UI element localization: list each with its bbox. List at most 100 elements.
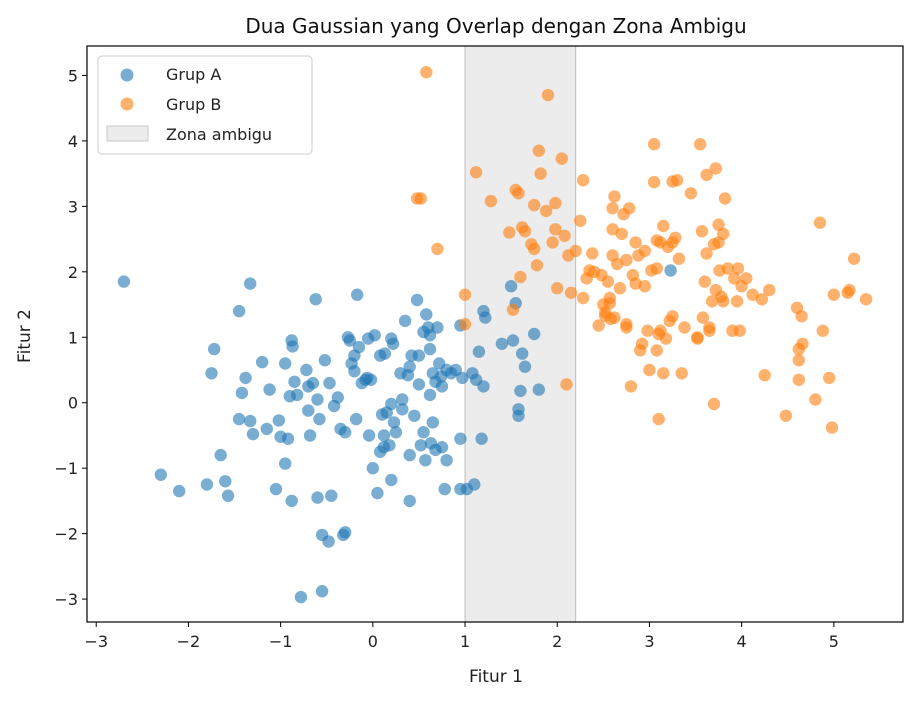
scatter-point-grup-b	[670, 174, 684, 187]
scatter-point-grup-a	[366, 462, 379, 475]
scatter-point-grup-b	[696, 311, 710, 324]
scatter-point-grup-a	[468, 478, 481, 491]
scatter-point-grup-a	[325, 489, 338, 502]
scatter-point-grup-a	[435, 380, 449, 393]
scatter-point-grup-b	[603, 297, 616, 310]
scatter-point-grup-b	[813, 216, 827, 229]
scatter-point-grup-a	[291, 388, 304, 402]
scatter-point-grup-b	[666, 310, 679, 323]
scatter-point-grup-a	[350, 412, 363, 426]
scatter-point-grup-b	[763, 283, 776, 297]
scatter-point-grup-b	[546, 236, 559, 249]
scatter-point-grup-a	[477, 380, 490, 393]
scatter-point-grup-b	[792, 354, 805, 367]
scatter-point-grup-a	[423, 388, 437, 402]
scatter-point-grup-a	[479, 311, 492, 324]
scatter-point-grup-a	[412, 378, 426, 391]
scatter-point-grup-b	[564, 286, 578, 299]
scatter-point-grup-b	[458, 288, 472, 301]
y-axis: −3 −2 −1 0 1 2 3 4 5	[54, 66, 87, 609]
scatter-point-grup-b	[809, 393, 822, 406]
scatter-point-grup-a	[294, 590, 308, 604]
scatter-point-grup-a	[419, 454, 432, 467]
scatter-point-grup-b	[620, 253, 633, 267]
scatter-point-grup-b	[613, 282, 627, 295]
legend-label-grup-a: Grup A	[166, 65, 221, 84]
x-tick-label: 3	[644, 632, 654, 651]
scatter-point-grup-a	[221, 489, 235, 502]
scatter-point-grup-a	[246, 427, 260, 441]
y-tick-label: 4	[68, 132, 78, 151]
scatter-point-grup-a	[371, 486, 384, 500]
scatter-point-grup-b	[707, 397, 721, 411]
scatter-point-grup-b	[755, 293, 769, 306]
legend-swatch-zona-ambigu	[106, 125, 149, 142]
scatter-point-grup-b	[629, 236, 642, 249]
scatter-point-grup-b	[518, 225, 532, 238]
scatter-point-grup-a	[311, 491, 324, 504]
x-axis: −3 −2 −1 0 1 2 3 4 5	[84, 622, 839, 651]
scatter-point-grup-b	[569, 244, 582, 258]
scatter-point-grup-a	[386, 337, 400, 350]
scatter-point-grup-b	[540, 204, 553, 218]
scatter-point-grup-a	[272, 414, 285, 427]
scatter-point-grup-a	[263, 383, 276, 396]
scatter-point-grup-a	[303, 429, 317, 442]
y-tick-label: −2	[54, 525, 78, 544]
plot-frame	[86, 45, 904, 623]
scatter-point-grup-a	[302, 404, 315, 417]
scatter-point-grup-b	[574, 214, 587, 227]
scatter-point-grup-a	[279, 357, 292, 370]
scatter-point-grup-b	[586, 247, 599, 260]
scatter-point-grup-b	[703, 321, 716, 334]
scatter-point-grup-a	[285, 494, 298, 508]
scatter-point-grup-a	[232, 304, 246, 318]
scatter-point-grup-a	[385, 473, 398, 487]
scatter-point-grup-b	[506, 303, 520, 316]
x-tick-label: 5	[829, 632, 839, 651]
scatter-point-grup-b	[717, 227, 730, 241]
x-tick-label: 2	[552, 632, 562, 651]
scatter-point-grup-b	[678, 321, 691, 334]
scatter-point-grup-b	[530, 259, 544, 272]
scatter-point-grup-b	[843, 283, 856, 297]
scatter-point-grup-b	[650, 234, 663, 247]
chart-title: Dua Gaussian yang Overlap dengan Zona Am…	[245, 14, 746, 38]
x-axis-label: Fitur 1	[469, 667, 523, 687]
scatter-point-grup-b	[469, 166, 483, 179]
scatter-point-grup-b	[555, 152, 568, 165]
scatter-point-grup-a	[506, 334, 520, 347]
y-axis-label: Fitur 2	[15, 309, 35, 363]
scatter-point-grup-b	[458, 318, 472, 331]
scatter-point-grup-b	[623, 202, 636, 215]
scatter-point-grup-a	[323, 376, 336, 390]
scatter-point-grup-b	[650, 262, 663, 275]
scatter-point-grup-a	[412, 349, 426, 362]
scatter-point-grup-b	[638, 244, 651, 258]
scatter-point-grup-a	[518, 360, 532, 373]
scatter-point-grup-a	[260, 422, 273, 436]
y-tick-label: 0	[68, 394, 78, 413]
scatter-point-grup-a	[472, 345, 486, 358]
scatter-point-grup-b	[624, 380, 638, 393]
scatter-point-grup-b	[606, 202, 619, 215]
scatter-point-grup-a	[309, 293, 322, 306]
scatter-point-grup-b	[512, 187, 525, 200]
legend-marker-grup-a	[120, 68, 134, 82]
scatter-point-grup-a	[664, 264, 677, 277]
scatter-point-grup-b	[691, 332, 704, 345]
scatter-point-grup-b	[643, 363, 656, 377]
scatter-point-grup-b	[672, 252, 686, 265]
scatter-point-grup-b	[420, 66, 433, 79]
scatter-point-grup-b	[657, 367, 670, 380]
scatter-point-grup-b	[608, 190, 621, 203]
scatter-point-grup-a	[279, 457, 292, 470]
scatter-point-grup-b	[431, 242, 444, 256]
scatter-point-grup-b	[816, 324, 829, 337]
scatter-point-grup-a	[269, 482, 283, 496]
scatter-point-grup-a	[417, 426, 430, 439]
scatter-point-grup-a	[362, 429, 376, 442]
scatter-point-grup-a	[516, 347, 529, 360]
scatter-point-grup-b	[638, 280, 651, 293]
scatter-point-grup-a	[514, 384, 527, 398]
